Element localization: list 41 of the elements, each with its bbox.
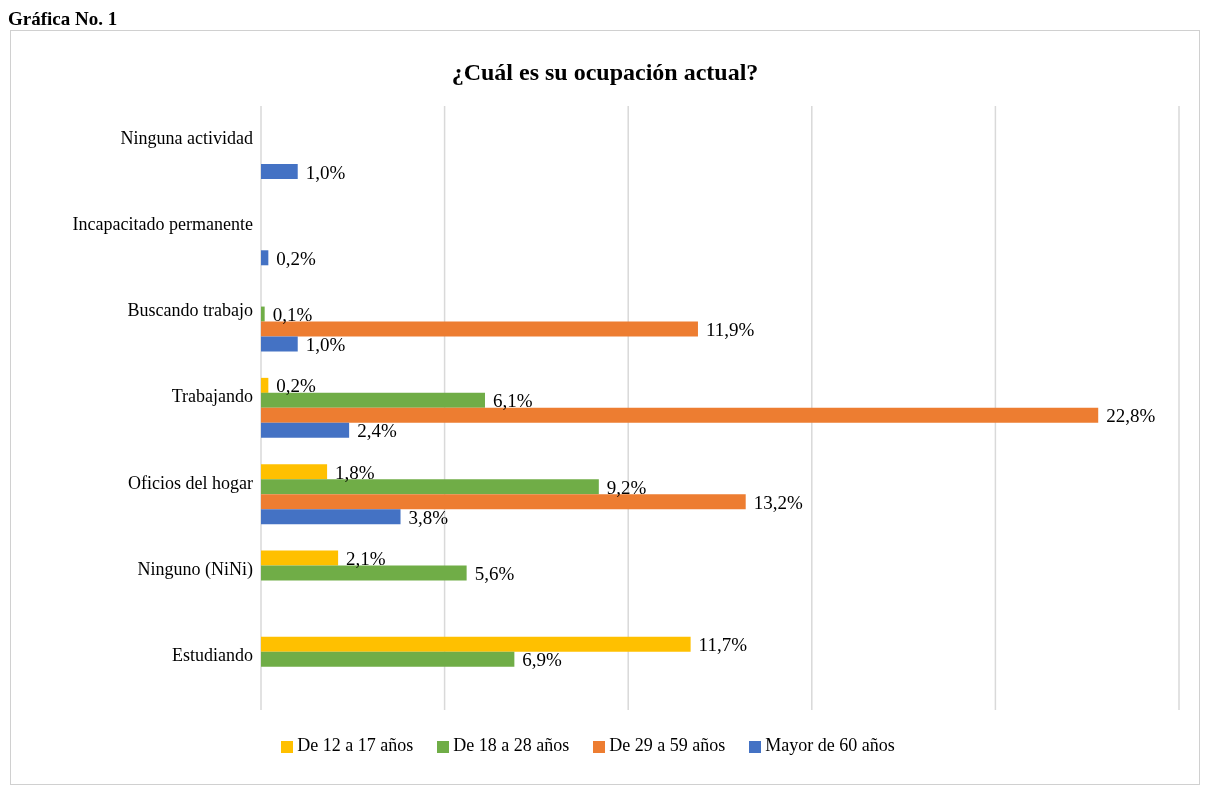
data-label: 2,1% (346, 547, 386, 569)
bar (261, 636, 691, 652)
data-label: 6,1% (492, 390, 533, 412)
bar (261, 164, 298, 179)
data-label: 0,1% (272, 304, 313, 326)
y-tick-label: Buscando trabajo (127, 300, 253, 321)
data-label: 11,7% (698, 634, 748, 656)
chart-title: ¿Cuál es su ocupación actual? (450, 59, 760, 86)
y-tick-label: Ninguna actividad (120, 127, 253, 148)
data-label: 1,8% (335, 461, 375, 483)
text: Gráfica No. 1 (8, 8, 118, 30)
bar (261, 377, 269, 393)
data-label: 9,2% (606, 476, 647, 498)
bar (261, 306, 265, 322)
data-label: 6,9% (522, 649, 563, 671)
data-label: 5,6% (474, 562, 515, 584)
bar (261, 509, 401, 525)
y-tick-label: Trabajando (171, 386, 253, 407)
bar (261, 651, 515, 667)
legend-label: De 18 a 28 años (453, 735, 570, 755)
data-label: 0,2% (276, 375, 317, 397)
legend-label: Mayor de 60 años (765, 735, 895, 755)
y-tick-label: Incapacitado permanente (72, 213, 253, 234)
legend-label: De 29 a 59 años (609, 735, 726, 755)
data-label: 13,2% (753, 491, 803, 513)
y-tick-label: Ninguno (NiNi) (137, 558, 253, 580)
data-label: 0,2% (276, 247, 317, 269)
data-label: 2,4% (357, 420, 397, 442)
data-label: 22,8% (1106, 405, 1156, 427)
data-label: 3,8% (408, 506, 449, 528)
legend-label: De 12 a 17 años (297, 735, 414, 755)
bar (261, 336, 298, 352)
y-tick-label: Estudiando (172, 645, 253, 666)
data-label: 1,0% (305, 334, 346, 356)
data-label: 11,9% (705, 319, 755, 341)
y-tick-label: Oficios del hogar (128, 472, 253, 493)
bar (261, 550, 339, 566)
bar (261, 250, 269, 266)
bar (261, 464, 328, 480)
bar (261, 422, 350, 438)
data-label: 1,0% (305, 161, 346, 183)
